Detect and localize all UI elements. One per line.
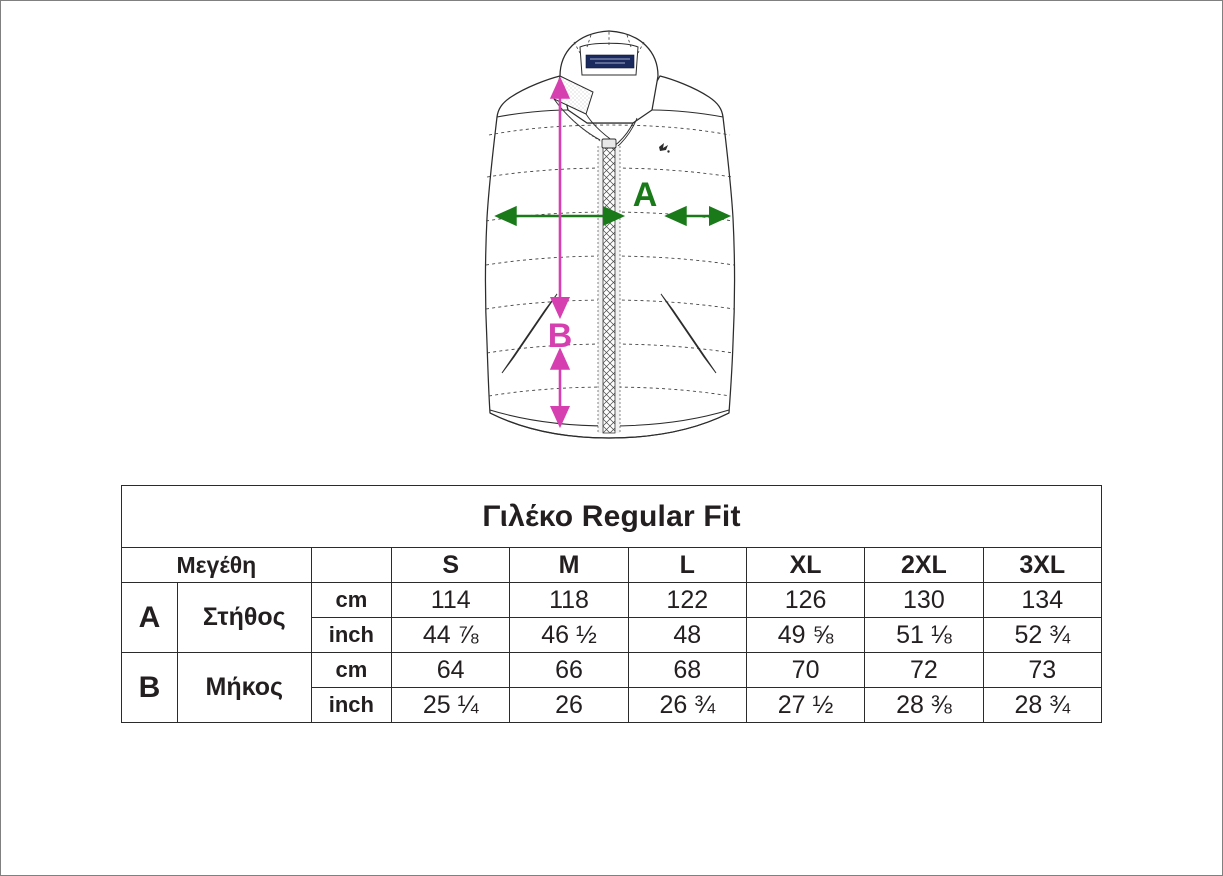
size-header-2xl: 2XL [864,547,984,583]
cell-b-cm-2xl: 72 [864,652,984,688]
cell-b-cm-l: 68 [627,652,747,688]
measure-key-b: B [121,652,178,723]
cell-b-cm-m: 66 [509,652,629,688]
size-header-m: M [509,547,629,583]
measure-label-length: Μήκος [176,652,312,723]
cell-b-inch-l: 26 ¾ [627,687,747,723]
size-header-l: L [627,547,747,583]
vest-technical-illustration: A B [456,13,766,453]
measure-b-label: B [548,317,573,355]
center-front-zipper [597,138,621,434]
cell-b-cm-s: 64 [391,652,511,688]
cell-a-cm-s: 114 [391,582,511,618]
size-header-s: S [391,547,511,583]
unit-inch-a: inch [310,617,393,653]
table-row-a-inch: inch 44 ⅞ 46 ½ 48 49 ⅝ 51 ⅛ 52 ¾ [122,617,1103,653]
cell-a-cm-3xl: 134 [982,582,1103,618]
chest-logo [659,143,670,153]
cell-a-cm-m: 118 [509,582,629,618]
brand-label-tag [585,54,635,69]
pocket-right [660,293,717,374]
unit-cm-a: cm [310,582,393,618]
table-row-a-cm: A Στήθος cm 114 118 122 126 130 134 [121,582,1103,653]
cell-b-inch-2xl: 28 ⅜ [864,687,984,723]
unit-inch-b: inch [310,687,393,723]
unit-cm-b: cm [310,652,393,688]
table-row-b-inch: inch 25 ¼ 26 26 ¾ 27 ½ 28 ⅜ 28 ¾ [122,687,1103,723]
cell-a-cm-2xl: 130 [864,582,984,618]
size-header-3xl: 3XL [982,547,1103,583]
measure-a-label: A [633,176,658,214]
cell-b-inch-xl: 27 ½ [745,687,866,723]
cell-a-inch-m: 46 ½ [509,617,629,653]
cell-b-inch-m: 26 [509,687,629,723]
size-table: Γιλέκο Regular Fit Μεγέθη S M L XL 2XL 3… [121,485,1103,723]
size-header-xl: XL [745,547,866,583]
cell-a-inch-xl: 49 ⅝ [745,617,866,653]
cell-a-inch-3xl: 52 ¾ [982,617,1103,653]
cell-b-inch-s: 25 ¼ [391,687,511,723]
cell-a-cm-xl: 126 [745,582,866,618]
chart-title: Γιλέκο Regular Fit [121,485,1102,548]
table-title-row: Γιλέκο Regular Fit [121,485,1102,548]
unit-header [310,547,393,583]
measure-key-a: A [121,582,178,653]
sizes-header: Μεγέθη [121,547,312,583]
table-row-b-cm: B Μήκος cm 64 66 68 70 72 73 [121,652,1103,723]
cell-b-cm-3xl: 73 [982,652,1103,688]
cell-a-inch-s: 44 ⅞ [391,617,511,653]
cell-b-inch-3xl: 28 ¾ [982,687,1103,723]
cell-b-cm-xl: 70 [745,652,866,688]
zipper-pull [601,138,617,149]
size-table-container: Γιλέκο Regular Fit Μεγέθη S M L XL 2XL 3… [121,485,1103,723]
cell-a-inch-2xl: 51 ⅛ [864,617,984,653]
cell-a-cm-l: 122 [627,582,747,618]
table-header-row: Μεγέθη S M L XL 2XL 3XL [121,547,1103,583]
measure-label-chest: Στήθος [176,582,312,653]
cell-a-inch-l: 48 [627,617,747,653]
